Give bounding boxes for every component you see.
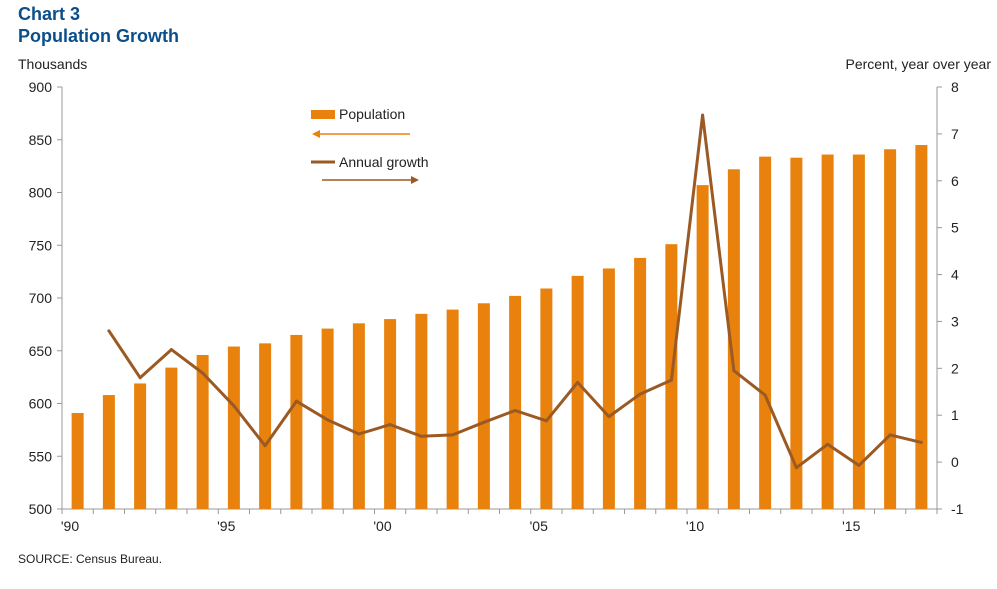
x-tick-label: '15	[842, 518, 860, 534]
population-bar	[384, 319, 397, 509]
right-tick-label: 8	[951, 79, 959, 95]
population-bar	[227, 346, 240, 509]
left-tick-label: 500	[29, 501, 53, 517]
right-tick-label: 6	[951, 173, 959, 189]
annual-growth-point	[388, 423, 392, 427]
x-tick-label: '05	[530, 518, 548, 534]
population-bar	[884, 149, 897, 509]
x-tick-label: '95	[217, 518, 235, 534]
population-bar	[759, 156, 772, 509]
annual-growth-point	[732, 369, 736, 373]
population-bar	[509, 295, 522, 509]
annual-growth-point	[201, 371, 205, 375]
right-tick-label: 7	[951, 126, 959, 142]
left-tick-label: 550	[29, 448, 53, 464]
population-bar	[915, 145, 928, 509]
annual-growth-point	[513, 409, 517, 413]
right-axis-unit: Percent, year over year	[845, 56, 991, 72]
population-bar	[602, 268, 615, 509]
annual-growth-point	[357, 432, 361, 436]
annual-growth-point	[138, 376, 142, 380]
left-tick-label: 650	[29, 343, 53, 359]
x-tick-label: '90	[61, 518, 79, 534]
right-tick-label: 2	[951, 360, 959, 376]
chart-number: Chart 3	[18, 4, 81, 24]
population-bar	[446, 309, 459, 509]
population-bar	[259, 343, 272, 509]
legend-arrow-right-icon	[411, 176, 419, 184]
population-bar	[102, 395, 115, 509]
population-bar	[852, 154, 865, 509]
right-tick-label: 0	[951, 454, 959, 470]
left-axis-unit: Thousands	[18, 56, 88, 72]
annual-growth-point	[326, 418, 330, 422]
left-tick-label: 750	[29, 237, 53, 253]
population-bar	[821, 154, 834, 509]
annual-growth-point	[794, 466, 798, 470]
population-bar	[571, 275, 584, 509]
chart-title: Population Growth	[18, 26, 179, 46]
annual-growth-point	[826, 442, 830, 446]
legend-swatch-population	[311, 110, 335, 119]
annual-growth-point	[701, 113, 705, 117]
annual-growth-point	[544, 419, 548, 423]
x-tick-label: '00	[373, 518, 391, 534]
population-bar	[290, 334, 303, 509]
legend-label-growth: Annual growth	[339, 154, 429, 170]
population-bar	[540, 288, 553, 509]
legend-arrow-left-icon	[312, 130, 320, 138]
population-bar	[477, 303, 490, 509]
population-bar	[196, 354, 209, 509]
annual-growth-point	[919, 440, 923, 444]
annual-growth-point	[419, 434, 423, 438]
annual-growth-point	[638, 392, 642, 396]
right-tick-label: 5	[951, 220, 959, 236]
annual-growth-point	[576, 380, 580, 384]
population-bar	[134, 383, 147, 509]
x-tick-label: '10	[686, 518, 704, 534]
right-tick-label: -1	[951, 501, 964, 517]
annual-growth-point	[888, 433, 892, 437]
annual-growth-point	[607, 415, 611, 419]
left-tick-label: 700	[29, 290, 53, 306]
left-tick-label: 850	[29, 132, 53, 148]
annual-growth-point	[482, 420, 486, 424]
population-bar	[790, 157, 803, 509]
legend-label-population: Population	[339, 106, 405, 122]
population-bar	[696, 185, 709, 510]
annual-growth-point	[763, 393, 767, 397]
annual-growth-point	[294, 399, 298, 403]
annual-growth-point	[451, 433, 455, 437]
right-tick-label: 3	[951, 313, 959, 329]
population-bar	[165, 367, 178, 509]
population-bar	[352, 323, 365, 509]
population-bar	[415, 313, 428, 509]
left-tick-label: 900	[29, 79, 53, 95]
left-tick-label: 800	[29, 185, 53, 201]
annual-growth-point	[232, 404, 236, 408]
population-bar	[727, 169, 740, 510]
source-note: SOURCE: Census Bureau.	[18, 552, 163, 566]
annual-growth-point	[263, 444, 267, 448]
annual-growth-point	[857, 463, 861, 467]
right-tick-label: 4	[951, 267, 959, 283]
annual-growth-point	[107, 329, 111, 333]
annual-growth-point	[669, 378, 673, 382]
right-tick-label: 1	[951, 407, 959, 423]
left-tick-label: 600	[29, 396, 53, 412]
population-bar	[71, 412, 84, 509]
annual-growth-point	[169, 348, 173, 352]
population-bar	[634, 257, 647, 509]
